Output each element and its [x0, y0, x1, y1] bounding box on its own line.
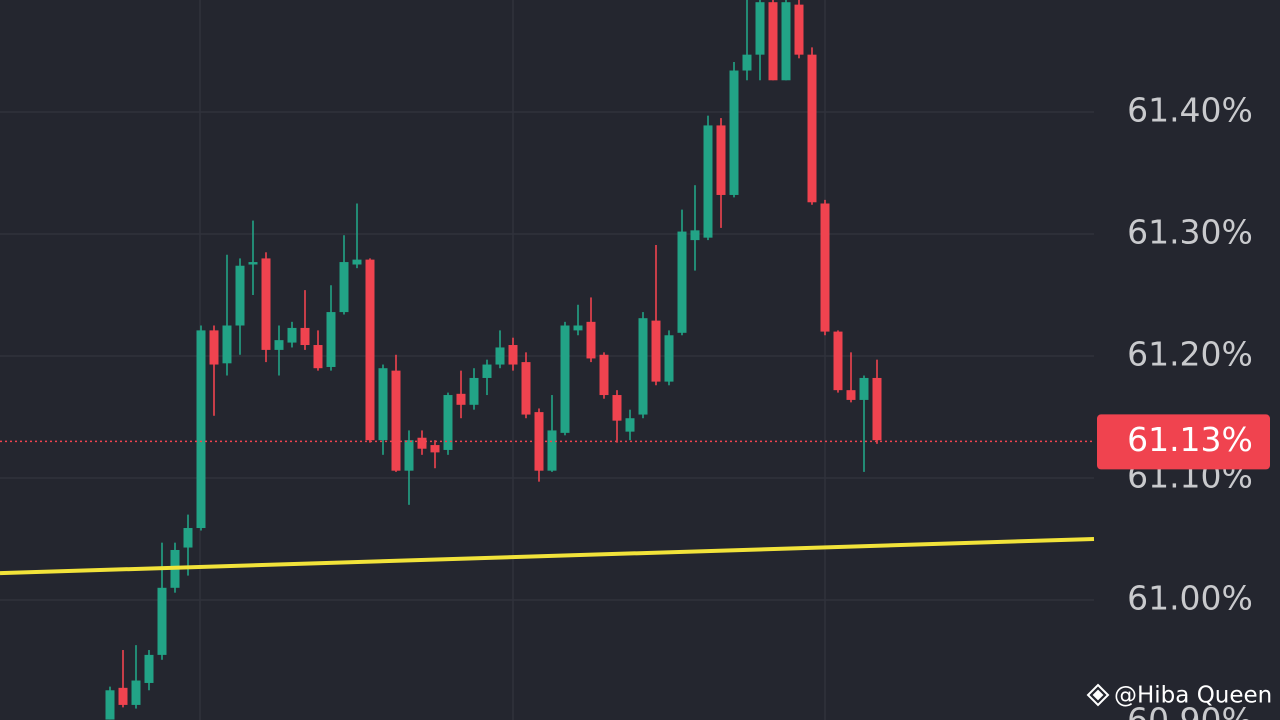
grid [0, 111, 1094, 601]
candle-body [404, 440, 414, 471]
candle-body [742, 54, 752, 71]
y-axis: 60.90%61.00%61.10%61.20%61.30%61.40%61.5… [1097, 0, 1270, 720]
y-tick-label: 61.50% [1127, 0, 1253, 8]
candle-body [196, 330, 206, 529]
candle-body [469, 377, 479, 405]
candle-body [547, 430, 557, 471]
candle-body [456, 393, 466, 405]
candle-body [235, 265, 245, 326]
candle-body [729, 70, 739, 195]
candles [105, 0, 882, 720]
candle-body [157, 587, 167, 655]
candle-body [573, 325, 583, 331]
candle-body [768, 2, 778, 81]
candle-body [521, 362, 531, 415]
candle-body [820, 203, 830, 332]
y-tick-label: 60.90% [1127, 701, 1253, 720]
candle-body [625, 418, 635, 432]
candle-body [872, 377, 882, 441]
y-tick-label: 61.40% [1127, 91, 1253, 130]
candle-body [859, 377, 869, 400]
candle-body [586, 321, 596, 359]
candle-body [508, 345, 518, 365]
candle-body [300, 327, 310, 346]
candle-body [261, 258, 271, 350]
candle-body [105, 690, 115, 720]
candle-body [612, 395, 622, 421]
candle-body [482, 364, 492, 378]
trendline [0, 537, 1095, 576]
candle-body [430, 445, 440, 453]
candle-body [560, 325, 570, 433]
y-tick-label: 61.20% [1127, 335, 1253, 374]
candle-body [599, 354, 609, 396]
candle-body [794, 4, 804, 55]
candle-body [339, 262, 349, 313]
overlay [0, 440, 1095, 576]
candle-body [807, 54, 817, 203]
candle-body [352, 259, 362, 265]
last-price-tag [1097, 414, 1270, 470]
candle-body [703, 125, 713, 238]
candle-body [846, 390, 856, 400]
watermark-icon [1086, 683, 1110, 707]
candle-body [378, 368, 388, 441]
candle-body [365, 259, 375, 441]
candle-body [690, 230, 700, 241]
candle-body [781, 2, 791, 81]
candle-body [664, 335, 674, 382]
candle-body [638, 318, 648, 415]
candle-body [443, 395, 453, 450]
candle-body [287, 327, 297, 343]
candle-body [495, 347, 505, 365]
candle-body [716, 125, 726, 195]
candle-body [144, 654, 154, 683]
watermark: @Hiba Queen [1086, 683, 1272, 709]
candle-body [131, 680, 141, 705]
candle-body [833, 331, 843, 391]
candle-body [651, 320, 661, 382]
candle-body [326, 312, 336, 367]
candle-body [313, 345, 323, 369]
candle-body [534, 412, 544, 471]
last-price-label: 61.13% [1127, 420, 1253, 459]
candle-body [209, 330, 219, 365]
candle-body [274, 340, 284, 350]
candle-body [248, 262, 258, 265]
candle-body [183, 528, 193, 548]
watermark-text: @Hiba Queen [1114, 683, 1272, 709]
candle-body [118, 687, 128, 705]
y-tick-label: 61.30% [1127, 213, 1253, 252]
candle-body [391, 370, 401, 471]
candle-body [755, 2, 765, 55]
y-tick-label: 61.00% [1127, 579, 1253, 618]
candle-body [417, 437, 427, 449]
candle-body [222, 325, 232, 364]
candle-body [677, 231, 687, 333]
